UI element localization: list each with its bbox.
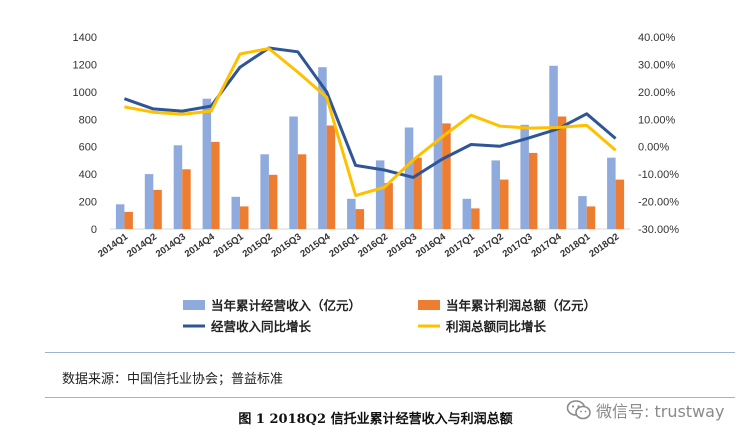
x-tick-label: 2014Q4 (183, 231, 218, 260)
legend: 当年累计经营收入（亿元） 当年累计利润总额（亿元） 经营收入同比增长 利润总额同比增长 (183, 298, 596, 334)
x-tick-label: 2015Q4 (298, 231, 333, 260)
bar-profit (268, 174, 278, 229)
right-tick-label: -20.00% (638, 197, 679, 209)
legend-swatch (418, 300, 440, 310)
bar-profit (471, 208, 480, 229)
bar-profit (326, 125, 336, 229)
watermark-text: 微信号: trustway (596, 402, 725, 421)
top-divider (45, 352, 735, 353)
right-tick-label: 20.00% (638, 87, 676, 99)
bar-revenue (115, 204, 125, 229)
bar-revenue (375, 160, 385, 229)
right-tick-label: 30.00% (638, 59, 676, 71)
bar-profit (240, 206, 249, 229)
x-axis: 2014Q12014Q22014Q32014Q42015Q12015Q22015… (96, 231, 621, 260)
left-tick-label: 1200 (73, 59, 97, 71)
bar-revenue (578, 196, 587, 229)
x-tick-label: 2017Q3 (501, 231, 535, 259)
x-tick-label: 2018Q2 (587, 231, 621, 259)
bar-profit (615, 179, 625, 229)
legend-label: 当年累计利润总额（亿元） (446, 298, 596, 313)
watermark: 微信号: trustway (566, 398, 724, 422)
bar-revenue (144, 174, 154, 229)
bar-revenue (173, 145, 183, 229)
x-tick-label: 2015Q1 (212, 231, 247, 260)
bar-revenue (289, 116, 298, 229)
right-tick-label: 40.00% (638, 32, 676, 44)
x-tick-label: 2014Q1 (96, 231, 131, 260)
bar-series-group (115, 65, 625, 230)
bar-profit (557, 116, 567, 229)
left-axis: 0 200 400 600 800 1000 1200 1400 (73, 32, 97, 236)
x-tick-label: 2018Q1 (558, 231, 593, 260)
bar-profit (413, 157, 422, 229)
left-tick-label: 400 (79, 169, 97, 181)
right-tick-label: 10.00% (638, 114, 676, 126)
bar-revenue (607, 157, 616, 229)
x-tick-label: 2015Q3 (270, 231, 304, 259)
legend-label: 利润总额同比增长 (446, 319, 547, 334)
bar-revenue (491, 160, 500, 229)
bar-profit (355, 209, 365, 229)
left-tick-label: 1400 (73, 32, 97, 44)
bar-profit (528, 152, 538, 229)
x-tick-label: 2016Q1 (327, 231, 362, 260)
x-tick-label: 2016Q2 (356, 231, 390, 259)
bar-revenue (347, 198, 356, 229)
bar-revenue (433, 75, 443, 230)
bar-profit (211, 141, 220, 229)
bar-profit (500, 179, 509, 229)
legend-label: 当年累计经营收入（亿元） (211, 298, 361, 313)
x-tick-label: 2017Q4 (530, 231, 565, 260)
bar-profit (586, 206, 596, 229)
bar-profit (182, 169, 191, 229)
left-tick-label: 1000 (73, 87, 97, 99)
right-tick-label: 0.00% (638, 142, 669, 154)
wechat-icon (566, 400, 591, 420)
x-tick-label: 2017Q2 (472, 231, 506, 259)
left-tick-label: 200 (79, 197, 97, 209)
right-tick-label: -30.00% (638, 224, 679, 236)
x-tick-label: 2015Q2 (241, 231, 275, 259)
x-tick-label: 2017Q1 (443, 231, 478, 260)
bar-revenue (260, 154, 269, 229)
bottom-divider (45, 397, 735, 398)
revenue-growth-line (123, 46, 617, 179)
bar-revenue (549, 65, 558, 229)
bar-profit (442, 123, 451, 229)
legend-label: 经营收入同比增长 (211, 319, 312, 334)
x-tick-label: 2016Q3 (385, 231, 419, 259)
right-tick-label: -10.00% (638, 169, 679, 181)
left-tick-label: 800 (79, 114, 97, 126)
bar-revenue (462, 198, 472, 229)
right-axis: -30.00% -20.00% -10.00% 0.00% 10.00% 20.00% 30… (638, 32, 679, 236)
bar-profit (384, 183, 393, 229)
left-tick-label: 600 (79, 142, 97, 154)
profit-growth-line (124, 47, 617, 197)
bar-revenue (318, 67, 327, 229)
bar-profit (153, 189, 162, 229)
bar-profit (297, 154, 307, 229)
bar-profit (124, 211, 133, 229)
line-series-group (123, 46, 617, 197)
bar-revenue (520, 124, 529, 229)
bar-revenue (202, 98, 212, 229)
source-note: 数据来源：中国信托业协会；普益标准 (62, 372, 284, 387)
bar-revenue (404, 127, 414, 229)
left-tick-label: 0 (91, 224, 97, 236)
x-tick-label: 2014Q3 (154, 231, 188, 259)
x-tick-label: 2014Q2 (125, 231, 159, 259)
figure-caption: 图 1 2018Q2 信托业累计经营收入与利润总额 (238, 412, 513, 427)
x-tick-label: 2016Q4 (414, 231, 449, 260)
legend-swatch (183, 300, 205, 310)
bar-revenue (231, 196, 240, 229)
chart: 0 200 400 600 800 1000 1200 1400 -30.00% -20.00%… (73, 32, 680, 334)
